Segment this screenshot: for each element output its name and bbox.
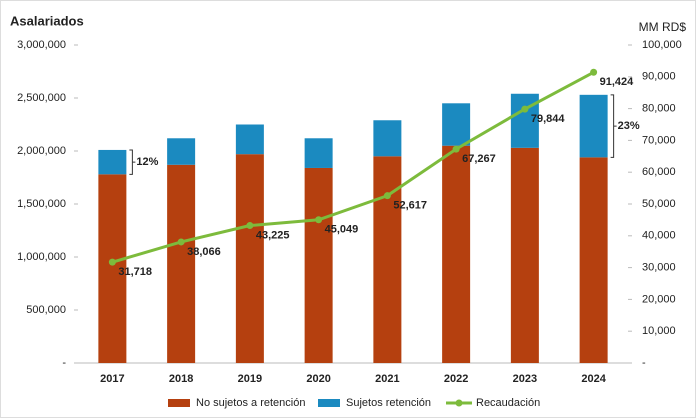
data-label: 38,066 bbox=[187, 246, 221, 258]
y2-tick-label: 100,000 bbox=[642, 39, 682, 51]
line-point bbox=[246, 222, 254, 230]
line-point bbox=[452, 145, 460, 153]
data-label: 31,718 bbox=[118, 266, 152, 278]
data-label: 79,844 bbox=[531, 113, 566, 125]
y2-tick-label: 40,000 bbox=[642, 230, 676, 242]
y-axis-title: Asalariados bbox=[10, 13, 84, 28]
bar bbox=[510, 147, 539, 363]
y-tick-label: 500,000 bbox=[26, 304, 66, 316]
y-tick-label: 2,000,000 bbox=[17, 145, 66, 157]
bar bbox=[442, 145, 471, 363]
legend-swatch bbox=[168, 399, 190, 407]
line-point bbox=[177, 238, 185, 246]
data-label: 67,267 bbox=[462, 153, 496, 165]
bar bbox=[167, 164, 196, 363]
legend-swatch bbox=[318, 399, 340, 407]
bar bbox=[98, 149, 127, 175]
bar bbox=[579, 157, 608, 363]
y2-tick-label: 10,000 bbox=[642, 325, 676, 337]
x-tick-label: 2020 bbox=[306, 373, 330, 385]
x-tick-label: 2021 bbox=[375, 373, 399, 385]
line bbox=[111, 70, 595, 264]
legend-label: Sujetos retención bbox=[346, 397, 431, 409]
x-tick-label: 2017 bbox=[100, 373, 124, 385]
y2-tick-label: 60,000 bbox=[642, 166, 676, 178]
y2-tick-label: 70,000 bbox=[642, 134, 676, 146]
y-tick-label: 1,500,000 bbox=[17, 198, 66, 210]
y2-tick-label: - bbox=[642, 357, 646, 369]
legend-label: No sujetos a retención bbox=[196, 397, 305, 409]
line-point bbox=[383, 192, 391, 200]
line-point bbox=[590, 68, 598, 76]
annotation: 23% bbox=[618, 120, 640, 132]
bar bbox=[167, 138, 196, 165]
y-tick-label: 2,500,000 bbox=[17, 92, 66, 104]
bar bbox=[579, 94, 608, 158]
data-label: 52,617 bbox=[393, 200, 427, 212]
legend-label: Recaudación bbox=[476, 397, 540, 409]
bar bbox=[442, 103, 471, 146]
bar bbox=[98, 174, 127, 363]
bracket bbox=[129, 149, 136, 175]
line-point bbox=[315, 216, 323, 224]
y-tick-label: - bbox=[62, 357, 66, 369]
y2-axis-title: MM RD$ bbox=[639, 20, 687, 34]
data-label: 91,424 bbox=[600, 76, 635, 88]
bar bbox=[235, 124, 264, 155]
data-label: 45,049 bbox=[325, 224, 359, 236]
y2-tick-label: 90,000 bbox=[642, 71, 676, 83]
y-tick-label: 3,000,000 bbox=[17, 39, 66, 51]
y2-tick-label: 50,000 bbox=[642, 198, 676, 210]
bar bbox=[304, 167, 333, 363]
bar bbox=[373, 120, 402, 157]
line-point bbox=[108, 258, 116, 266]
legend-swatch bbox=[455, 399, 463, 407]
data-label: 43,225 bbox=[256, 229, 290, 241]
y-tick-label: 1,000,000 bbox=[17, 251, 66, 263]
y2-tick-label: 20,000 bbox=[642, 293, 676, 305]
x-tick-label: 2023 bbox=[513, 373, 537, 385]
annotation: 12% bbox=[136, 156, 158, 168]
line-point bbox=[521, 105, 529, 113]
x-tick-label: 2022 bbox=[444, 373, 468, 385]
y2-tick-label: 80,000 bbox=[642, 103, 676, 115]
bar bbox=[304, 138, 333, 168]
x-tick-label: 2019 bbox=[238, 373, 262, 385]
x-tick-label: 2024 bbox=[581, 373, 606, 385]
bar bbox=[235, 154, 264, 363]
x-tick-label: 2018 bbox=[169, 373, 193, 385]
y2-tick-label: 30,000 bbox=[642, 262, 676, 274]
bracket bbox=[610, 94, 617, 158]
